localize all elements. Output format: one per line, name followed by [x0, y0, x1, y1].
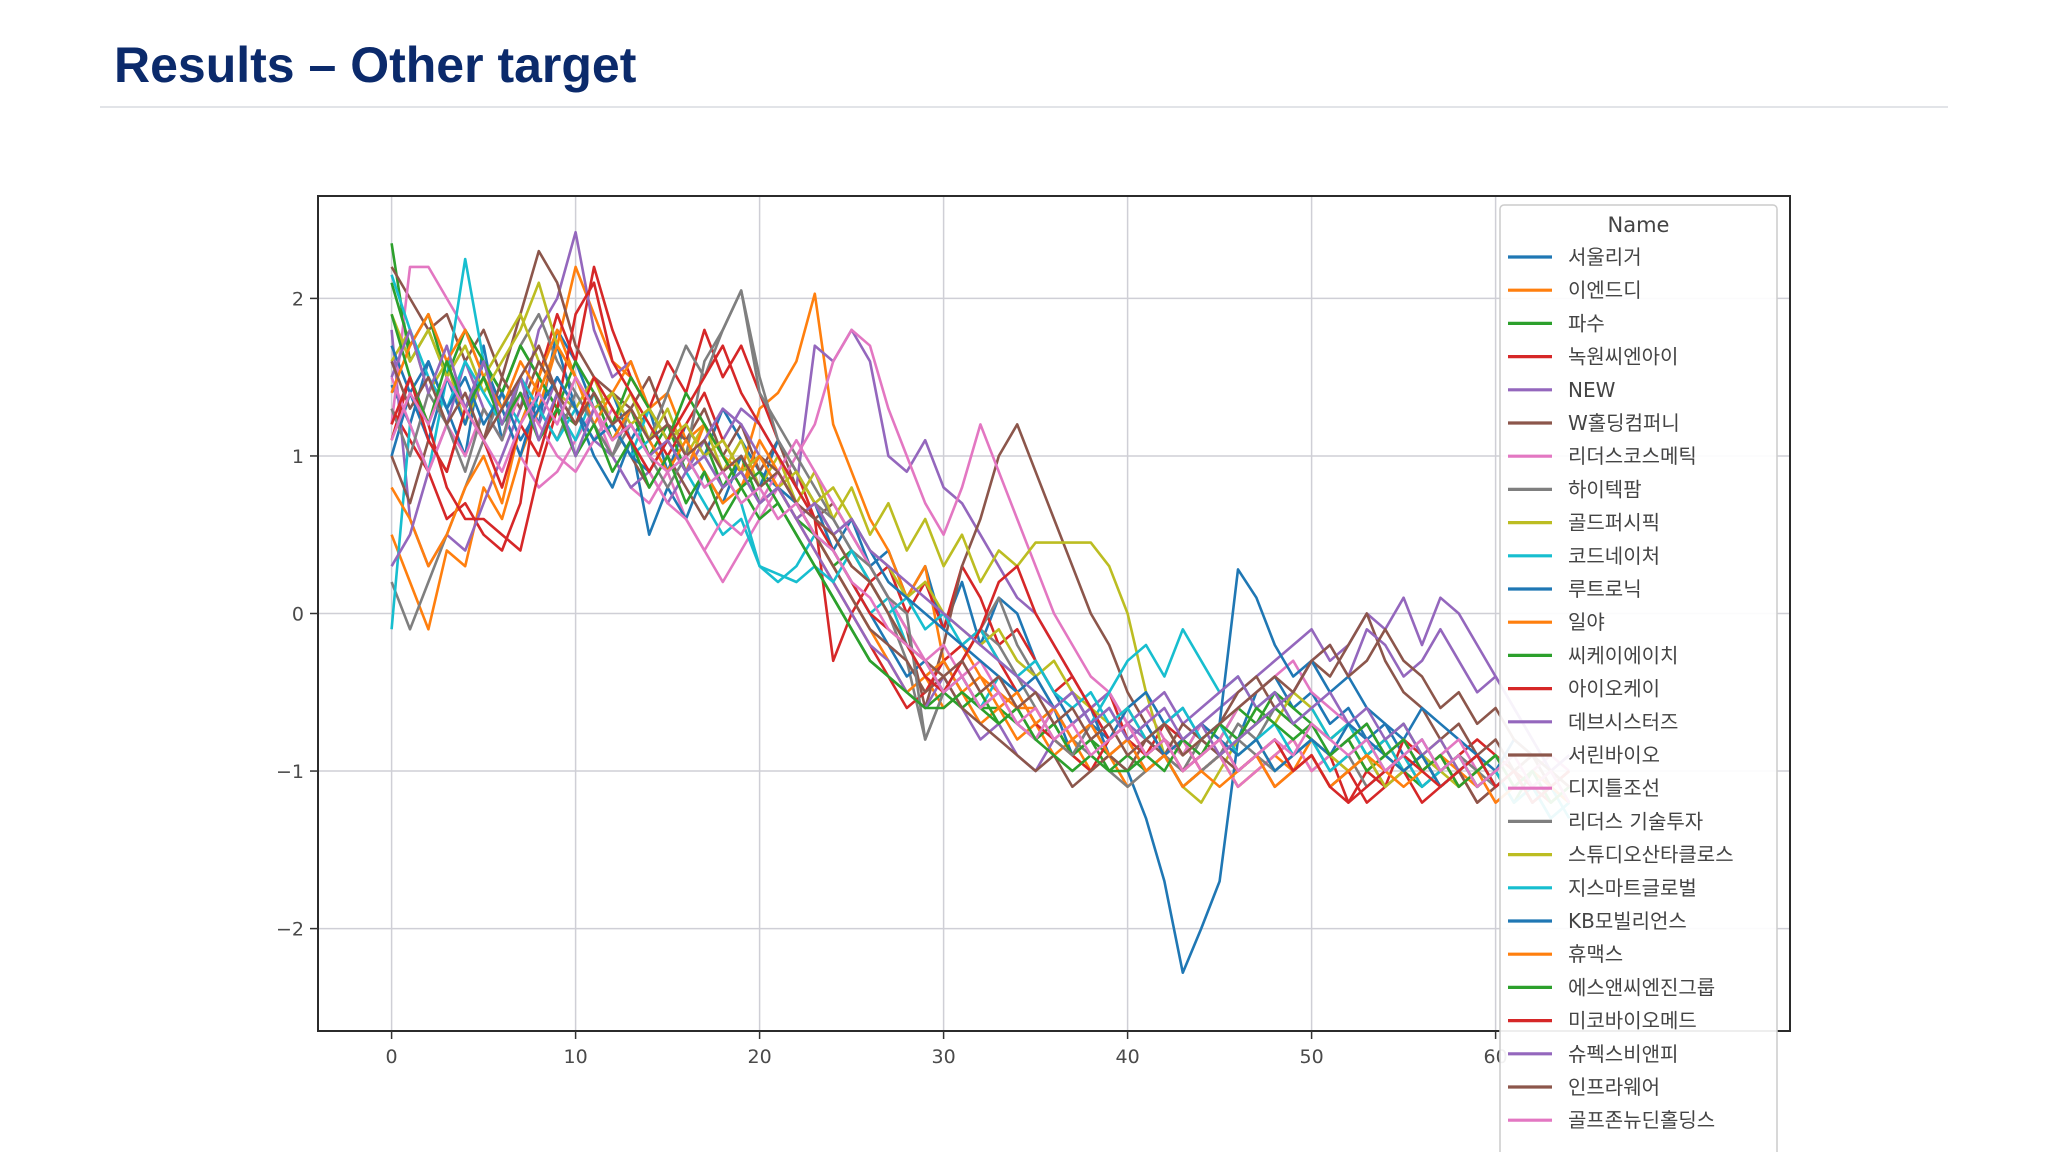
series-line: [390, 345, 1571, 804]
y-tick-label: 1: [292, 446, 304, 468]
legend-label: 일야: [1568, 610, 1605, 634]
legend-label: NEW: [1568, 378, 1616, 402]
legend-label: 루트로닉: [1568, 577, 1642, 601]
legend-label: KB모빌리언스: [1568, 909, 1687, 933]
legend-label: 디지틀조선: [1568, 776, 1660, 800]
x-tick-label: 10: [564, 1046, 588, 1068]
series-line: [390, 230, 1571, 773]
legend-title: Name: [1608, 213, 1670, 237]
legend-label: 서린바이오: [1568, 743, 1660, 767]
series-line: [390, 344, 1571, 788]
legend-label: 슈펙스비앤피: [1568, 1042, 1678, 1066]
legend-box: [1499, 204, 1778, 1152]
series-line: [390, 249, 1571, 789]
legend-label: 데브시스터즈: [1568, 710, 1678, 734]
legend-label: 녹원씨엔아이: [1568, 345, 1678, 369]
legend-label: 이엔드디: [1568, 278, 1642, 302]
x-tick-label: 30: [932, 1046, 956, 1068]
legend-label: 파수: [1568, 311, 1605, 335]
legend-label: 아이오케이: [1568, 677, 1660, 701]
y-tick-label: 0: [292, 604, 304, 626]
page-title: Results – Other target: [114, 37, 637, 93]
title-divider: [100, 106, 1948, 108]
legend-label: 씨케이에이치: [1568, 643, 1678, 667]
x-tick-label: 20: [748, 1046, 772, 1068]
legend-label: 미코바이오메드: [1568, 1009, 1697, 1033]
legend-label: W홀딩컴퍼니: [1568, 411, 1680, 435]
series-line: [390, 328, 1571, 773]
legend-label: 골프존뉴딘홀딩스: [1568, 1108, 1715, 1132]
legend-label: 서울리거: [1568, 245, 1642, 269]
legend-label: 인프라웨어: [1568, 1075, 1660, 1099]
legend-label: 에스앤씨엔진그룹: [1568, 975, 1715, 999]
legend-label: 리더스코스메틱: [1568, 444, 1697, 468]
series-line: [390, 344, 1571, 804]
y-tick-label: 2: [292, 288, 304, 310]
legend-label: 코드네이처: [1568, 544, 1660, 568]
series-line: [390, 375, 1571, 804]
y-tick-label: −2: [276, 919, 304, 941]
x-tick-label: 50: [1300, 1046, 1324, 1068]
y-tick-label: −1: [276, 761, 304, 783]
x-tick-label: 0: [386, 1046, 398, 1068]
x-tick-label: 40: [1116, 1046, 1140, 1068]
legend-label: 골드퍼시픽: [1568, 511, 1660, 535]
legend-label: 리더스 기술투자: [1568, 809, 1703, 833]
legend-label: 하이텍팜: [1568, 477, 1642, 501]
series-lines: [390, 230, 1571, 975]
legend-label: 지스마트글로벌: [1568, 876, 1697, 900]
legend-label: 휴맥스: [1568, 942, 1623, 966]
legend-label: 스튜디오산타클로스: [1568, 843, 1734, 867]
